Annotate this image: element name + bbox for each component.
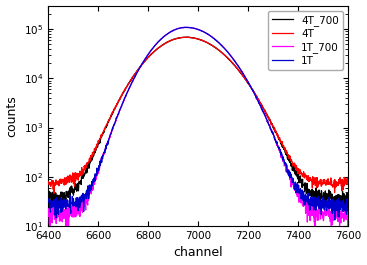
X-axis label: channel: channel — [174, 246, 223, 259]
4T — [184, 36, 188, 39]
1T_700 — [183, 26, 188, 29]
4T — [346, 178, 350, 181]
1T — [235, 63, 239, 66]
1T — [46, 198, 51, 201]
1T — [346, 209, 350, 213]
1T — [246, 80, 250, 83]
Y-axis label: counts: counts — [6, 95, 19, 137]
1T_700 — [46, 209, 51, 213]
1T_700 — [141, 61, 145, 64]
1T — [141, 61, 145, 64]
1T — [333, 218, 337, 222]
4T_700 — [145, 56, 150, 59]
4T_700 — [246, 81, 250, 85]
1T_700 — [246, 81, 250, 84]
1T_700 — [235, 63, 239, 66]
1T_700 — [63, 235, 68, 238]
1T — [276, 147, 281, 150]
Line: 1T_700: 1T_700 — [48, 27, 348, 236]
1T — [115, 115, 119, 118]
4T_700 — [141, 62, 145, 65]
4T_700 — [346, 195, 350, 198]
4T — [235, 67, 239, 70]
4T_700 — [185, 36, 190, 39]
4T_700 — [46, 196, 51, 200]
1T — [145, 53, 150, 56]
1T_700 — [346, 208, 350, 211]
4T — [277, 136, 281, 139]
4T — [46, 180, 51, 183]
4T_700 — [115, 103, 119, 106]
4T — [115, 102, 119, 105]
1T — [184, 26, 189, 29]
Legend: 4T_700, 4T, 1T_700, 1T: 4T_700, 4T, 1T_700, 1T — [268, 11, 343, 70]
Line: 4T: 4T — [48, 37, 348, 193]
Line: 1T: 1T — [48, 27, 348, 220]
4T — [141, 61, 145, 65]
1T_700 — [115, 115, 119, 118]
4T_700 — [276, 137, 281, 140]
4T — [246, 81, 250, 84]
1T_700 — [277, 148, 281, 152]
Line: 4T_700: 4T_700 — [48, 37, 348, 208]
4T_700 — [338, 206, 343, 210]
4T_700 — [235, 67, 239, 70]
4T — [52, 192, 56, 195]
4T — [146, 56, 150, 59]
1T_700 — [146, 53, 150, 56]
